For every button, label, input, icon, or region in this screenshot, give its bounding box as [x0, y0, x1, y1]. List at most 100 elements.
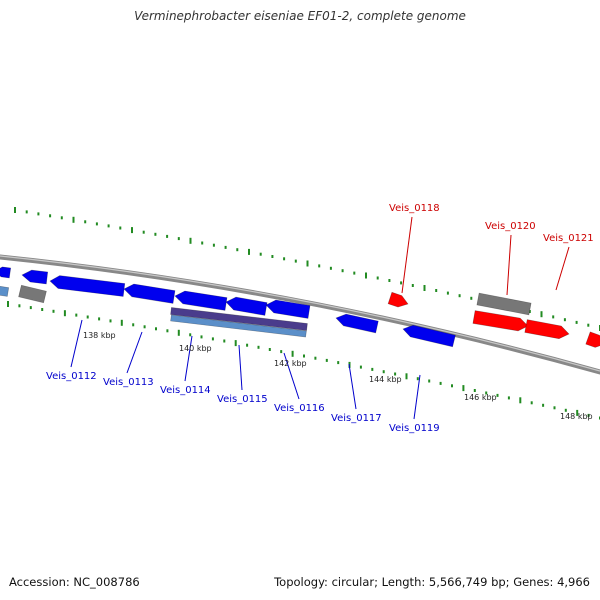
scale-tick-top-11 — [142, 230, 145, 234]
gene-arrow-0112 — [49, 275, 126, 299]
scale-tick-top-35 — [423, 285, 426, 291]
locus-label-veis-0116[interactable]: Veis_0116 — [274, 403, 325, 414]
scale-tick-bottom-28 — [325, 358, 328, 362]
locus-label-veis-0117[interactable]: Veis_0117 — [331, 413, 382, 424]
locus-label-veis-0112[interactable]: Veis_0112 — [46, 371, 97, 382]
scale-tick-top-37 — [446, 291, 449, 295]
gene-arrow-0115b-body — [265, 299, 311, 319]
scale-tick-top-2 — [37, 212, 40, 216]
scale-tick-bottom-51 — [587, 413, 590, 417]
scale-tick-top-14 — [177, 237, 180, 241]
locus-label-veis-0121[interactable]: Veis_0121 — [543, 233, 594, 244]
gene-arrow-0110-body — [0, 266, 12, 279]
scale-label-142kbp: 142 kbp — [274, 359, 307, 368]
scale-tick-bottom-13 — [155, 327, 157, 331]
scale-label-148kbp: 148 kbp — [560, 412, 593, 421]
gene-arrow-0121 — [524, 319, 570, 341]
scale-tick-bottom-46 — [530, 401, 533, 405]
gene-pseudo-left — [18, 284, 47, 304]
gene-arrow-0111 — [21, 269, 49, 287]
leader-veis-0113 — [126, 331, 143, 374]
gene-arrow-0119-body — [402, 324, 456, 348]
scale-label-146kbp: 146 kbp — [464, 393, 497, 402]
leader-veis-0115 — [238, 344, 243, 391]
scale-tick-top-45 — [540, 311, 543, 318]
scale-tick-top-36 — [435, 289, 438, 292]
scale-tick-bottom-22 — [257, 345, 260, 349]
scale-tick-bottom-9 — [109, 319, 112, 323]
leader-veis-0116 — [283, 352, 300, 400]
scale-label-144kbp: 144 kbp — [369, 375, 402, 384]
gene-arrow-0114-highlight — [182, 304, 226, 313]
scale-tick-top-28 — [341, 269, 344, 273]
scale-tick-top-25 — [306, 260, 309, 267]
gene-arrow-0115b — [265, 299, 311, 321]
gene-band-light — [170, 314, 307, 338]
scale-tick-bottom-1 — [18, 304, 21, 308]
scale-tick-top-34 — [411, 284, 414, 287]
gene-arrow-0113 — [123, 283, 176, 306]
scale-tick-top-3 — [49, 214, 52, 218]
scale-tick-bottom-18 — [211, 337, 214, 341]
scale-tick-top-18 — [224, 245, 227, 249]
leader-veis-0120 — [506, 234, 512, 296]
locus-label-veis-0113[interactable]: Veis_0113 — [103, 377, 154, 388]
scale-tick-top-26 — [318, 264, 321, 268]
scale-tick-bottom-11 — [132, 323, 135, 327]
scale-tick-bottom-14 — [166, 329, 169, 333]
gene-arrow-0112-body — [49, 275, 126, 297]
accession-text: Accession: NC_008786 — [9, 575, 140, 589]
locus-label-veis-0114[interactable]: Veis_0114 — [160, 385, 211, 396]
scale-tick-top-44 — [528, 310, 531, 313]
leader-veis-0117 — [348, 363, 357, 410]
locus-label-veis-0115[interactable]: Veis_0115 — [217, 394, 268, 405]
map-title: Verminephrobacter eiseniae EF01-2, compl… — [134, 9, 466, 23]
gene-arrow-0110-highlight — [1, 277, 10, 281]
scale-tick-bottom-16 — [189, 333, 192, 337]
scale-tick-top-8 — [107, 224, 110, 228]
scale-tick-bottom-45 — [519, 397, 522, 404]
locus-label-veis-0118[interactable]: Veis_0118 — [389, 203, 440, 214]
scale-tick-bottom-23 — [268, 348, 271, 351]
gene-arrow-0117 — [335, 313, 379, 336]
scale-tick-bottom-48 — [553, 406, 556, 410]
scale-tick-top-12 — [154, 232, 157, 236]
scale-tick-bottom-26 — [303, 354, 305, 358]
gene-arrow-0114-body — [174, 290, 228, 311]
scale-tick-bottom-36 — [416, 377, 419, 381]
scale-tick-top-6 — [84, 220, 87, 224]
scale-tick-bottom-19 — [223, 339, 226, 343]
scale-tick-top-17 — [212, 243, 215, 247]
scale-tick-top-38 — [458, 294, 461, 298]
gene-arrow-0120-body — [472, 310, 529, 332]
scale-tick-top-46 — [552, 315, 555, 319]
scale-tick-bottom-24 — [280, 350, 283, 354]
gene-arrow-0113-highlight — [131, 297, 174, 306]
leader-veis-0118 — [401, 216, 413, 294]
scale-tick-bottom-43 — [496, 393, 499, 397]
locus-label-veis-0119[interactable]: Veis_0119 — [389, 423, 440, 434]
genome-backbone — [0, 254, 600, 375]
scale-tick-bottom-39 — [451, 384, 453, 388]
gene-block-edge — [0, 285, 10, 297]
gene-arrow-0111-body — [21, 269, 49, 285]
gene-arrow-0118-highlight — [387, 304, 399, 310]
locus-label-veis-0120[interactable]: Veis_0120 — [485, 221, 536, 232]
scale-tick-top-5 — [72, 216, 75, 223]
scale-tick-bottom-27 — [314, 356, 317, 360]
gene-arrow-0110 — [0, 266, 12, 281]
scale-tick-top-39 — [470, 296, 473, 300]
scale-tick-top-49 — [587, 323, 590, 327]
gene-arrow-0118-body — [387, 291, 409, 308]
scale-tick-top-29 — [353, 271, 356, 275]
gene-pseudo-right — [476, 292, 532, 316]
leader-veis-0114 — [184, 335, 193, 382]
genome-backbone-highlight — [0, 255, 600, 372]
gene-arrow-0113-body — [123, 283, 176, 304]
gene-arrow-0122-highlight — [585, 344, 596, 350]
gene-arrow-0117-highlight — [343, 326, 376, 336]
gene-arrow-0114 — [174, 290, 228, 313]
scale-tick-bottom-21 — [246, 343, 249, 347]
scale-tick-bottom-33 — [382, 370, 385, 374]
